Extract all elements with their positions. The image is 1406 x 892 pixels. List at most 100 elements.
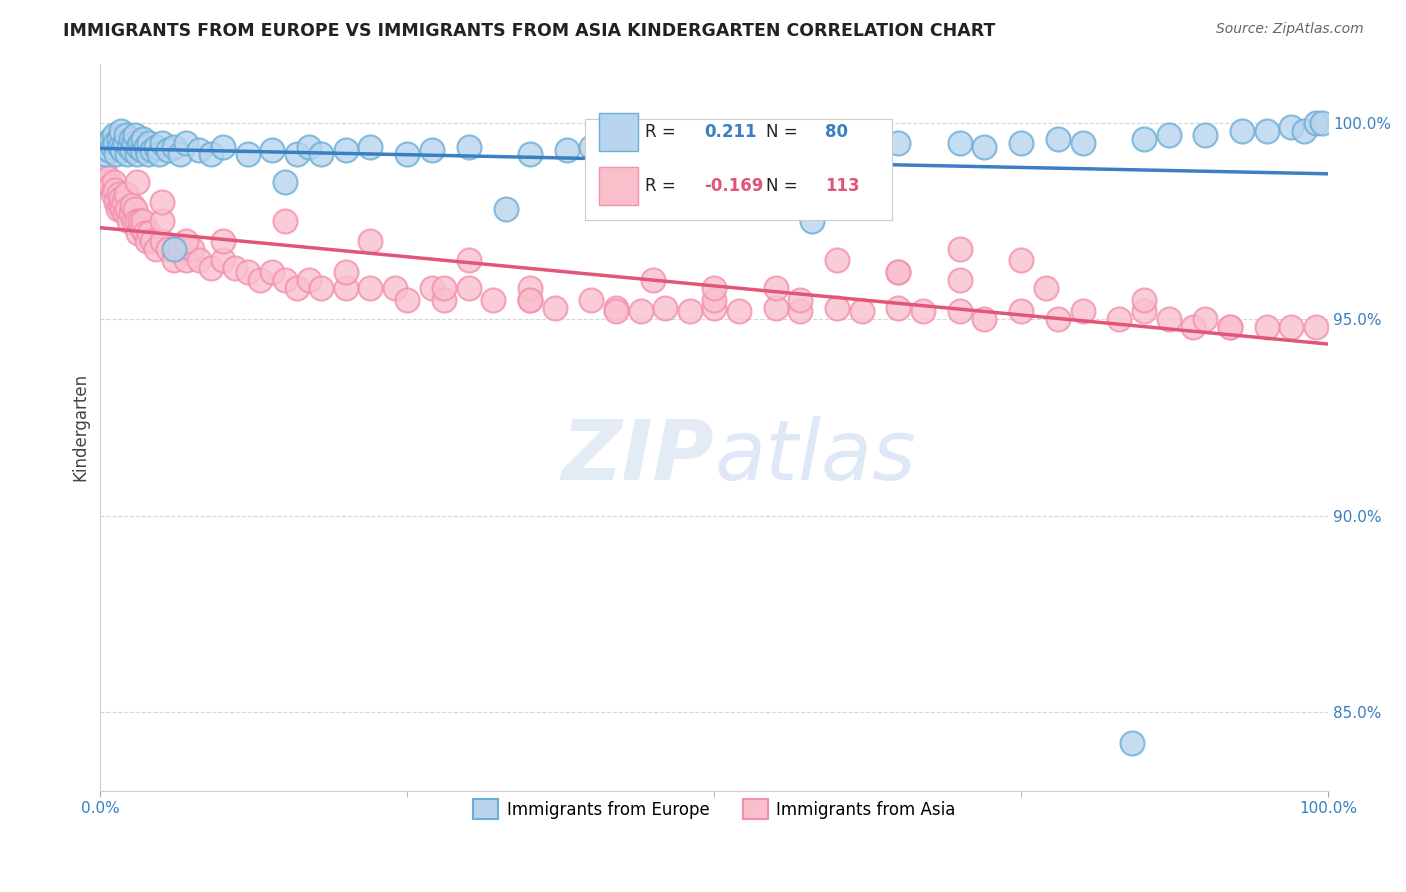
Point — [519, 147, 541, 161]
Point — [801, 139, 824, 153]
Point — [127, 175, 149, 189]
Point — [169, 147, 191, 161]
Point — [1108, 312, 1130, 326]
Point — [110, 124, 132, 138]
Point — [1047, 312, 1070, 326]
Point — [107, 202, 129, 217]
Point — [1182, 320, 1205, 334]
Point — [150, 214, 173, 228]
Point — [825, 301, 848, 315]
Text: atlas: atlas — [714, 416, 915, 497]
Point — [1035, 281, 1057, 295]
Point — [134, 226, 156, 240]
Point — [176, 136, 198, 150]
Point — [145, 139, 167, 153]
Point — [122, 136, 145, 150]
Point — [396, 293, 419, 307]
Point — [132, 214, 155, 228]
Point — [1194, 128, 1216, 142]
Point — [1133, 304, 1156, 318]
Point — [181, 242, 204, 256]
Point — [138, 136, 160, 150]
Text: R =: R = — [645, 123, 682, 141]
Point — [1010, 136, 1032, 150]
Point — [1256, 124, 1278, 138]
Point — [120, 131, 142, 145]
Point — [97, 170, 120, 185]
Point — [145, 242, 167, 256]
Point — [765, 301, 787, 315]
Point — [1010, 253, 1032, 268]
Point — [112, 194, 135, 209]
Point — [519, 293, 541, 307]
Point — [911, 304, 934, 318]
FancyBboxPatch shape — [599, 113, 638, 152]
Point — [141, 144, 163, 158]
Point — [335, 281, 357, 295]
Point — [1305, 116, 1327, 130]
Point — [187, 253, 209, 268]
Point — [131, 144, 153, 158]
Point — [519, 281, 541, 295]
Point — [108, 198, 131, 212]
Point — [1157, 128, 1180, 142]
Point — [224, 261, 246, 276]
Point — [121, 144, 143, 158]
Point — [100, 131, 122, 145]
Point — [114, 206, 136, 220]
Legend: Immigrants from Europe, Immigrants from Asia: Immigrants from Europe, Immigrants from … — [467, 792, 962, 826]
Point — [97, 136, 120, 150]
Point — [420, 281, 443, 295]
Point — [311, 147, 333, 161]
Point — [703, 301, 725, 315]
Point — [200, 261, 222, 276]
Point — [136, 234, 159, 248]
Point — [1292, 124, 1315, 138]
Point — [825, 136, 848, 150]
Point — [851, 139, 873, 153]
Point — [212, 253, 235, 268]
Point — [949, 242, 972, 256]
Point — [630, 304, 652, 318]
Point — [1133, 293, 1156, 307]
Point — [581, 293, 603, 307]
Point — [94, 147, 117, 161]
Point — [703, 293, 725, 307]
Point — [120, 206, 142, 220]
Point — [156, 242, 179, 256]
Point — [156, 144, 179, 158]
Point — [1047, 131, 1070, 145]
Point — [311, 281, 333, 295]
Point — [111, 144, 134, 158]
Point — [127, 226, 149, 240]
Point — [605, 144, 627, 158]
Point — [605, 301, 627, 315]
Point — [122, 214, 145, 228]
Point — [703, 139, 725, 153]
Point — [110, 191, 132, 205]
Point — [555, 144, 578, 158]
Text: IMMIGRANTS FROM EUROPE VS IMMIGRANTS FROM ASIA KINDERGARTEN CORRELATION CHART: IMMIGRANTS FROM EUROPE VS IMMIGRANTS FRO… — [63, 22, 995, 40]
Point — [825, 253, 848, 268]
Text: Source: ZipAtlas.com: Source: ZipAtlas.com — [1216, 22, 1364, 37]
Point — [111, 202, 134, 217]
Point — [433, 293, 456, 307]
Point — [187, 144, 209, 158]
Point — [801, 214, 824, 228]
Point — [107, 131, 129, 145]
Point — [1194, 312, 1216, 326]
Point — [114, 136, 136, 150]
Point — [127, 139, 149, 153]
Point — [359, 139, 381, 153]
Point — [117, 214, 139, 228]
Point — [1071, 304, 1094, 318]
Text: 113: 113 — [825, 178, 859, 195]
Point — [457, 139, 479, 153]
Text: ZIP: ZIP — [561, 416, 714, 497]
Text: -0.169: -0.169 — [704, 178, 763, 195]
Point — [727, 304, 749, 318]
Point — [949, 304, 972, 318]
Point — [200, 147, 222, 161]
Point — [132, 131, 155, 145]
Point — [495, 202, 517, 217]
